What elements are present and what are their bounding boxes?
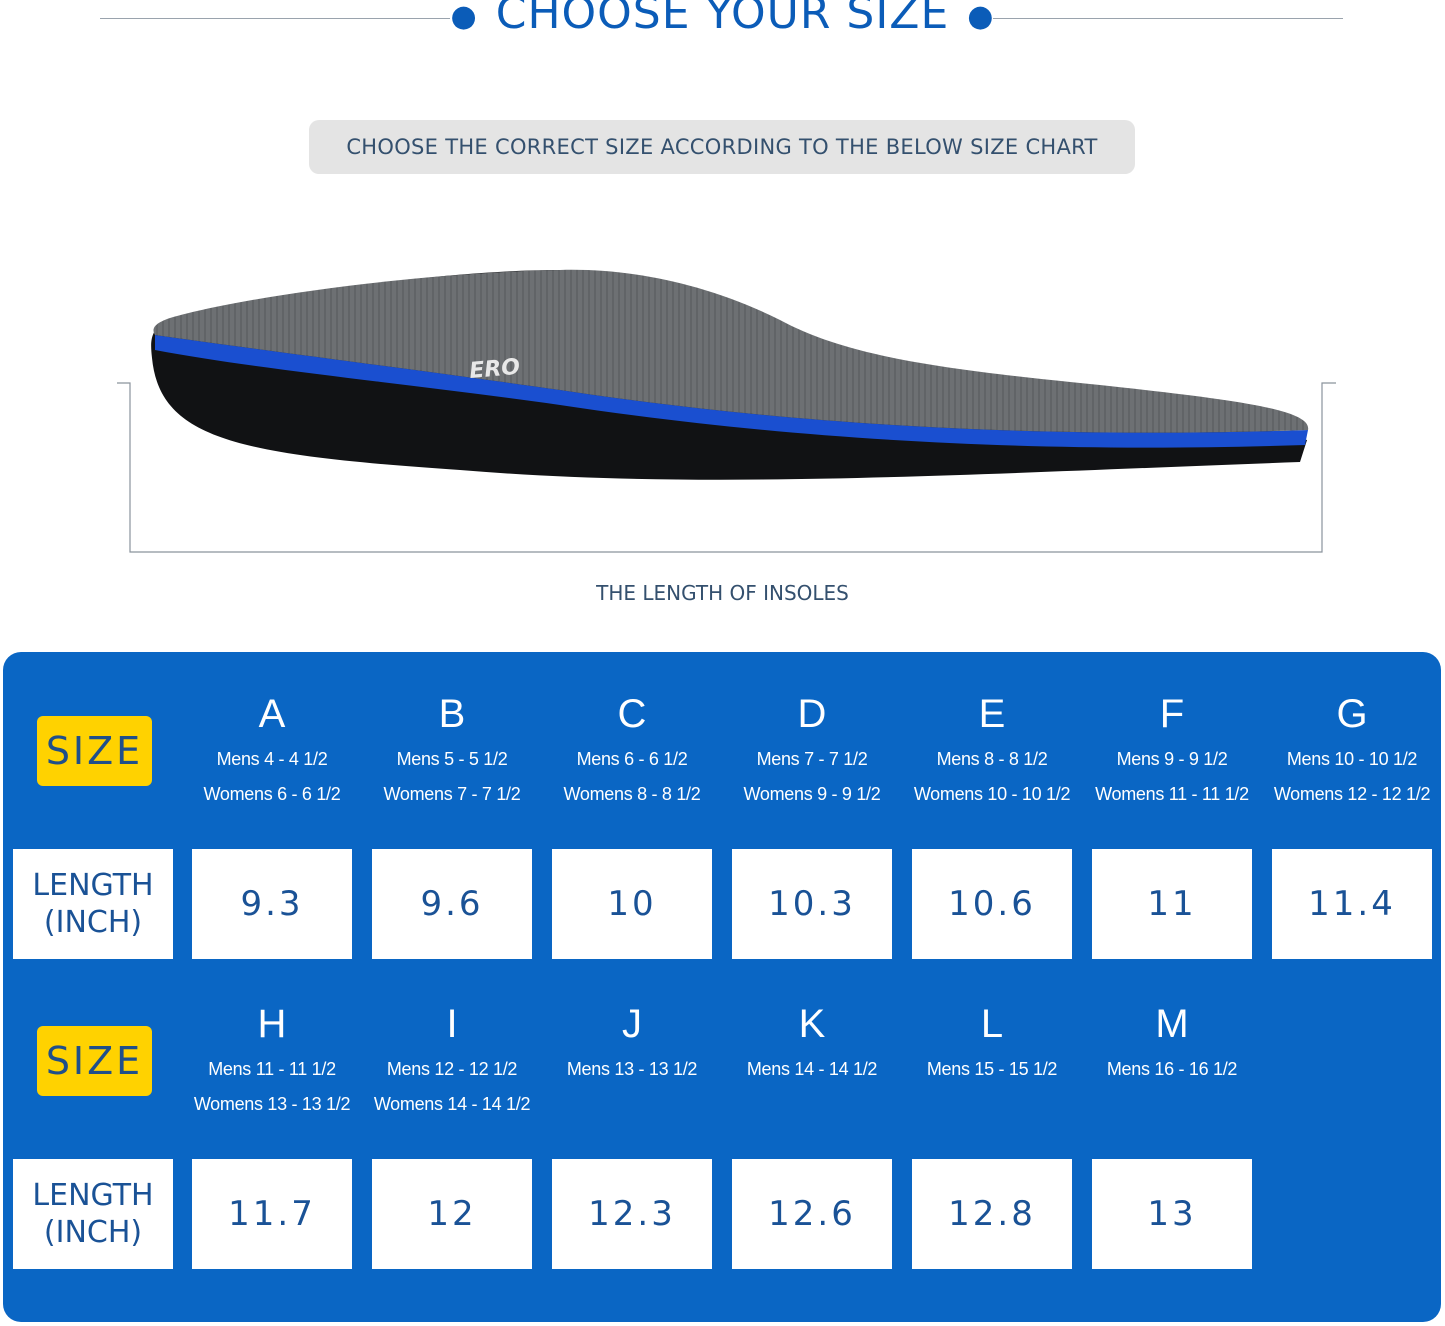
length-cell: 12.3 xyxy=(552,1159,712,1269)
womens-size: Womens 10 - 10 1/2 xyxy=(913,784,1071,804)
mens-size: Mens 9 - 9 1/2 xyxy=(1116,749,1228,769)
length-cell: 10.6 xyxy=(912,849,1072,959)
mens-size: Mens 11 - 11 1/2 xyxy=(208,1059,336,1079)
length-value: 9.6 xyxy=(420,884,484,924)
length-value: 10.6 xyxy=(948,884,1036,924)
length-label-text: LENGTH xyxy=(32,868,154,903)
page-title: ● CHOOSE YOUR SIZE ● xyxy=(0,0,1445,39)
length-cell: 9.3 xyxy=(192,849,352,959)
size-letter: M xyxy=(1155,1002,1189,1046)
womens-size: Womens 13 - 13 1/2 xyxy=(193,1094,351,1114)
mens-size: Mens 13 - 13 1/2 xyxy=(566,1059,698,1079)
size-column-header: L Mens 15 - 15 1/2 xyxy=(902,1002,1082,1122)
size-badge: SIZE xyxy=(37,1026,152,1096)
size-column-header: F Mens 9 - 9 1/2 Womens 11 - 11 1/2 xyxy=(1082,692,1262,812)
size-letter: F xyxy=(1159,692,1185,736)
size-letter: G xyxy=(1336,692,1368,736)
mens-size: Mens 10 - 10 1/2 xyxy=(1286,749,1418,769)
womens-size: Womens 11 - 11 1/2 xyxy=(1095,784,1249,804)
womens-size: Womens 14 - 14 1/2 xyxy=(373,1094,531,1114)
size-letter: J xyxy=(622,1002,642,1046)
length-value: 12.3 xyxy=(588,1194,676,1234)
size-letter: H xyxy=(257,1002,287,1046)
size-column-header: G Mens 10 - 10 1/2 Womens 12 - 12 1/2 xyxy=(1262,692,1442,812)
size-column-header: I Mens 12 - 12 1/2 Womens 14 - 14 1/2 xyxy=(362,1002,542,1122)
mens-size: Mens 14 - 14 1/2 xyxy=(746,1059,878,1079)
length-cell: 9.6 xyxy=(372,849,532,959)
mens-size: Mens 15 - 15 1/2 xyxy=(926,1059,1058,1079)
brand-logo: ERO xyxy=(468,355,521,384)
instruction-text: CHOOSE THE CORRECT SIZE ACCORDING TO THE… xyxy=(346,135,1098,159)
length-cell: 11 xyxy=(1092,849,1252,959)
length-value: 10.3 xyxy=(768,884,856,924)
womens-size: Womens 9 - 9 1/2 xyxy=(743,784,881,804)
mens-size: Mens 4 - 4 1/2 xyxy=(216,749,328,769)
size-column-header: E Mens 8 - 8 1/2 Womens 10 - 10 1/2 xyxy=(902,692,1082,812)
womens-size: Womens 8 - 8 1/2 xyxy=(563,784,701,804)
womens-size xyxy=(1082,1087,1262,1122)
size-column-header: M Mens 16 - 16 1/2 xyxy=(1082,1002,1262,1122)
womens-size: Womens 6 - 6 1/2 xyxy=(203,784,341,804)
mens-size: Mens 6 - 6 1/2 xyxy=(576,749,688,769)
mens-size: Mens 7 - 7 1/2 xyxy=(756,749,868,769)
mens-size: Mens 8 - 8 1/2 xyxy=(936,749,1048,769)
length-value: 13 xyxy=(1147,1194,1197,1234)
size-letter: A xyxy=(258,692,286,736)
size-letter: C xyxy=(617,692,647,736)
length-unit-text: (INCH) xyxy=(43,1215,143,1250)
length-value: 12 xyxy=(427,1194,477,1234)
length-cell: 11.4 xyxy=(1272,849,1432,959)
length-value: 11 xyxy=(1147,884,1197,924)
mens-size: Mens 16 - 16 1/2 xyxy=(1106,1059,1238,1079)
size-badge: SIZE xyxy=(37,716,152,786)
length-value: 12.6 xyxy=(768,1194,856,1234)
length-value: 9.3 xyxy=(240,884,304,924)
length-value: 12.8 xyxy=(948,1194,1036,1234)
size-letter: K xyxy=(798,1002,826,1046)
mens-size: Mens 12 - 12 1/2 xyxy=(386,1059,518,1079)
size-column-header: C Mens 6 - 6 1/2 Womens 8 - 8 1/2 xyxy=(542,692,722,812)
mens-size: Mens 5 - 5 1/2 xyxy=(396,749,508,769)
title-divider-left xyxy=(100,18,450,19)
size-column-header: K Mens 14 - 14 1/2 xyxy=(722,1002,902,1122)
length-cell: 12.8 xyxy=(912,1159,1072,1269)
title-text: CHOOSE YOUR SIZE xyxy=(495,0,950,39)
size-column-header: B Mens 5 - 5 1/2 Womens 7 - 7 1/2 xyxy=(362,692,542,812)
insole-length-caption: THE LENGTH OF INSOLES xyxy=(596,581,849,605)
length-label: LENGTH (INCH) xyxy=(13,849,173,959)
length-label: LENGTH (INCH) xyxy=(13,1159,173,1269)
length-value: 11.4 xyxy=(1308,884,1396,924)
length-cell: 12.6 xyxy=(732,1159,892,1269)
womens-size xyxy=(542,1087,722,1122)
length-cell: 12 xyxy=(372,1159,532,1269)
size-column-header: J Mens 13 - 13 1/2 xyxy=(542,1002,722,1122)
size-column-header: A Mens 4 - 4 1/2 Womens 6 - 6 1/2 xyxy=(182,692,362,812)
size-letter: L xyxy=(980,1002,1004,1046)
womens-size xyxy=(722,1087,902,1122)
length-value: 10 xyxy=(607,884,657,924)
length-cell: 11.7 xyxy=(192,1159,352,1269)
length-cell: 10 xyxy=(552,849,712,959)
size-letter: E xyxy=(978,692,1006,736)
size-badge-text: SIZE xyxy=(45,729,144,773)
womens-size: Womens 7 - 7 1/2 xyxy=(383,784,521,804)
size-letter: D xyxy=(797,692,827,736)
womens-size: Womens 12 - 12 1/2 xyxy=(1273,784,1431,804)
length-label-text: LENGTH xyxy=(32,1178,154,1213)
size-column-header: D Mens 7 - 7 1/2 Womens 9 - 9 1/2 xyxy=(722,692,902,812)
length-unit-text: (INCH) xyxy=(43,905,143,940)
insole-illustration: ERO xyxy=(117,269,1336,553)
length-cell: 13 xyxy=(1092,1159,1252,1269)
length-bracket xyxy=(117,382,1336,553)
title-divider-right xyxy=(993,18,1343,19)
size-letter: B xyxy=(438,692,466,736)
length-cell: 10.3 xyxy=(732,849,892,959)
instruction-banner: CHOOSE THE CORRECT SIZE ACCORDING TO THE… xyxy=(309,120,1135,174)
size-column-header: H Mens 11 - 11 1/2 Womens 13 - 13 1/2 xyxy=(182,1002,362,1122)
length-value: 11.7 xyxy=(228,1194,316,1234)
size-letter: I xyxy=(446,1002,458,1046)
size-badge-text: SIZE xyxy=(45,1039,144,1083)
womens-size xyxy=(902,1087,1082,1122)
